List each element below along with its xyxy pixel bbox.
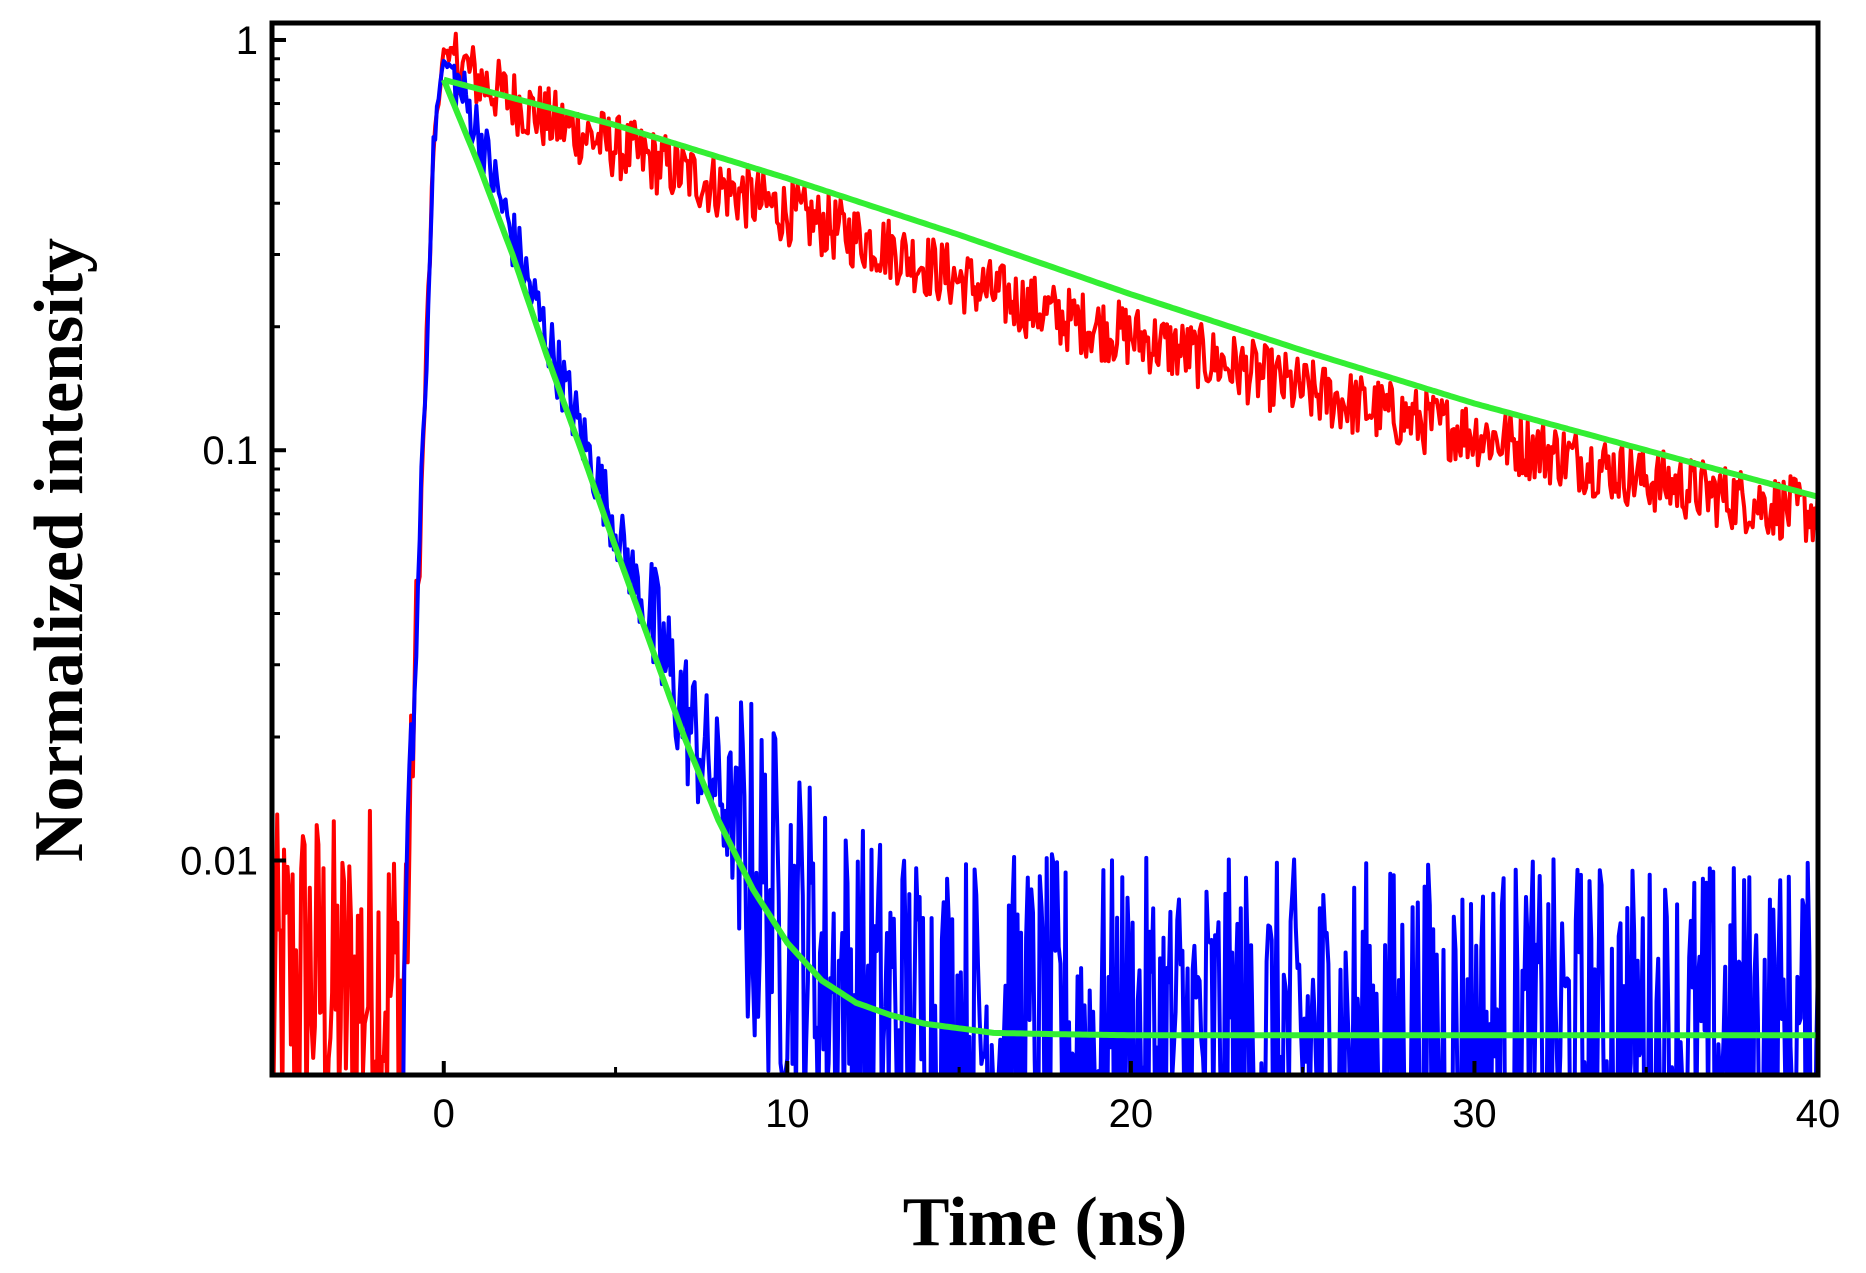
series-line-3: [441, 78, 1818, 1039]
series-line-2: [443, 76, 1818, 500]
y-tick-label: 1: [236, 19, 258, 63]
x-tick-label: 20: [1109, 1092, 1154, 1136]
x-tick-label: 40: [1796, 1092, 1841, 1136]
y-axis-title: Normalized intensity: [21, 238, 98, 862]
x-tick-label: 0: [433, 1092, 455, 1136]
x-tick-label: 30: [1452, 1092, 1497, 1136]
x-tick-label: 10: [765, 1092, 810, 1136]
series-line-1: [401, 58, 1818, 1075]
x-axis-title: Time (ns): [903, 1184, 1188, 1261]
series-line-0: [272, 31, 1818, 1075]
y-tick-label: 0.01: [180, 839, 258, 883]
plot-frame: [269, 20, 1821, 1078]
y-tick-label: 0.1: [202, 429, 258, 473]
